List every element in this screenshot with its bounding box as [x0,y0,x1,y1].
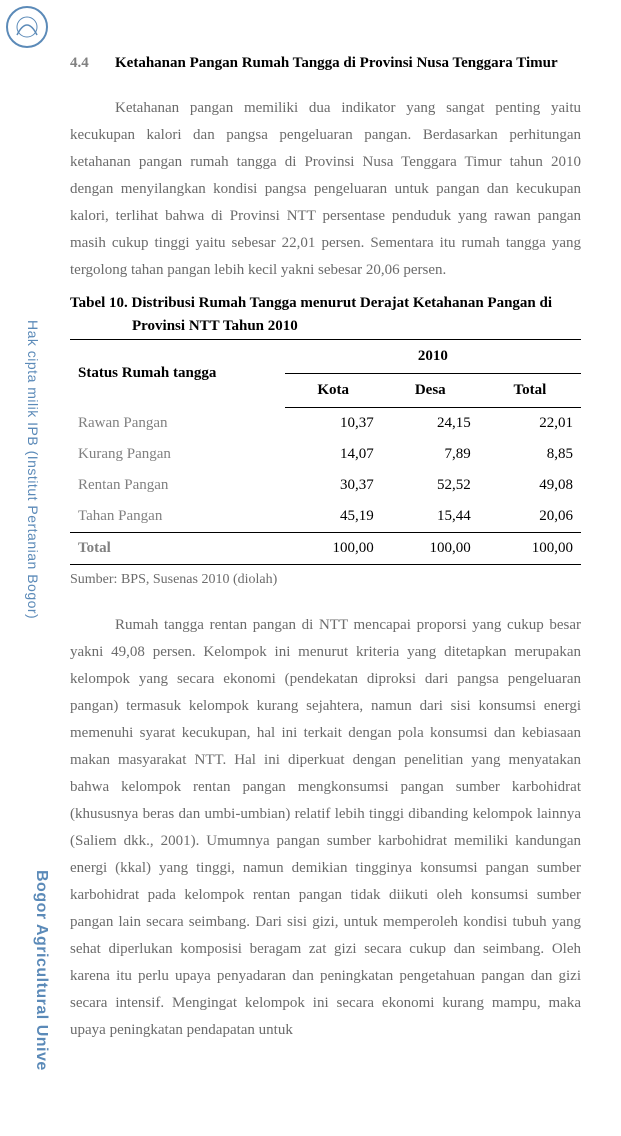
ipb-logo [5,5,50,50]
header-total: Total [479,374,581,408]
table-row: Tahan Pangan 45,19 15,44 20,06 [70,501,581,533]
total-total: 100,00 [479,533,581,565]
header-desa: Desa [382,374,479,408]
data-table: Status Rumah tangga 2010 Kota Desa Total… [70,339,581,565]
table-row: Rentan Pangan 30,37 52,52 49,08 [70,470,581,501]
row-label: Rentan Pangan [70,470,285,501]
table-row: Kurang Pangan 14,07 7,89 8,85 [70,439,581,470]
row-kota: 10,37 [285,408,382,440]
row-desa: 24,15 [382,408,479,440]
table-caption-line1: Tabel 10. Distribusi Rumah Tangga menuru… [70,295,552,311]
section-title: Ketahanan Pangan Rumah Tangga di Provins… [115,50,558,77]
row-desa: 52,52 [382,470,479,501]
total-kota: 100,00 [285,533,382,565]
copyright-watermark: Hak cipta milik IPB (Institut Pertanian … [20,320,45,619]
row-desa: 7,89 [382,439,479,470]
row-kota: 45,19 [285,501,382,533]
row-desa: 15,44 [382,501,479,533]
table-source: Sumber: BPS, Susenas 2010 (diolah) [70,567,581,592]
row-total: 8,85 [479,439,581,470]
total-label: Total [70,533,285,565]
row-label: Tahan Pangan [70,501,285,533]
section-heading: 4.4 Ketahanan Pangan Rumah Tangga di Pro… [70,50,581,77]
institution-watermark: Bogor Agricultural Unive [26,870,55,1071]
header-status: Status Rumah tangga [70,340,285,408]
row-label: Kurang Pangan [70,439,285,470]
row-total: 49,08 [479,470,581,501]
paragraph-1: Ketahanan pangan memiliki dua indikator … [70,95,581,284]
row-kota: 30,37 [285,470,382,501]
table-caption: Tabel 10. Distribusi Rumah Tangga menuru… [70,292,581,337]
row-total: 20,06 [479,501,581,533]
row-total: 22,01 [479,408,581,440]
table-caption-line2: Provinsi NTT Tahun 2010 [70,315,581,338]
header-kota: Kota [285,374,382,408]
section-number: 4.4 [70,50,115,77]
header-year: 2010 [285,340,581,374]
paragraph-2: Rumah tangga rentan pangan di NTT mencap… [70,612,581,1044]
total-desa: 100,00 [382,533,479,565]
table-total-row: Total 100,00 100,00 100,00 [70,533,581,565]
row-kota: 14,07 [285,439,382,470]
table-row: Rawan Pangan 10,37 24,15 22,01 [70,408,581,440]
row-label: Rawan Pangan [70,408,285,440]
